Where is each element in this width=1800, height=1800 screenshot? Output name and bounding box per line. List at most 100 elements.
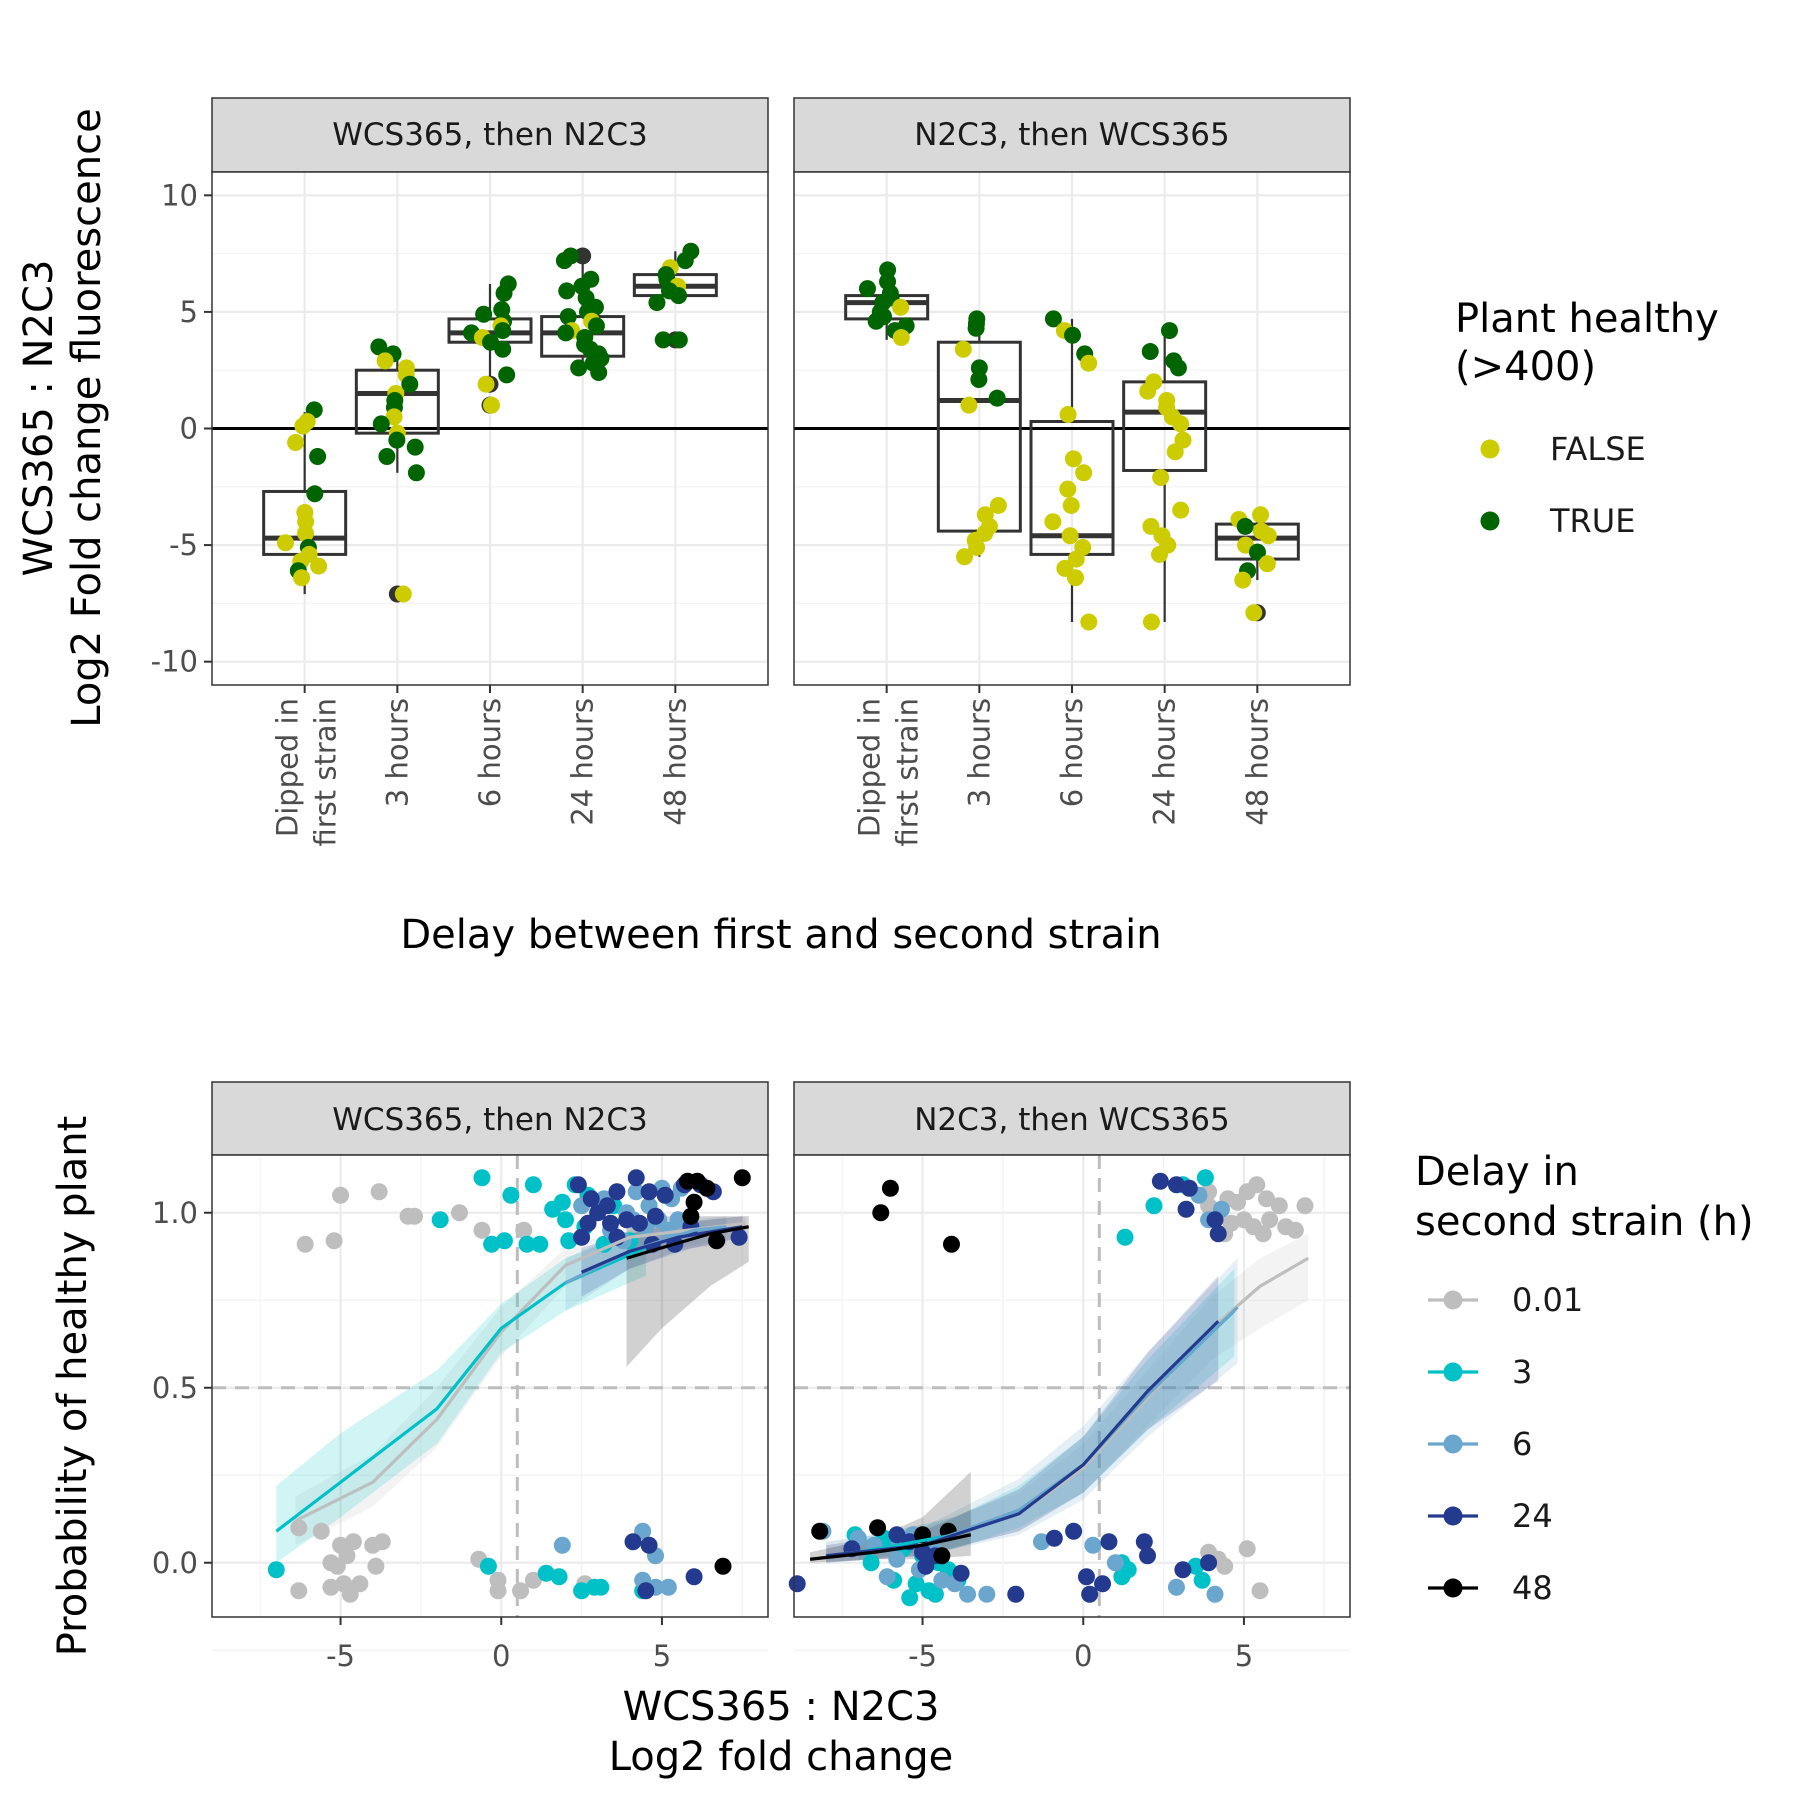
data-point-delay-6: [1167, 1578, 1185, 1596]
x-tick-label-line: 24 hours: [1148, 698, 1182, 826]
data-point: [388, 431, 406, 449]
data-point: [1059, 480, 1077, 498]
data-point-delay-24: [730, 1228, 748, 1246]
data-point-delay-0-01: [322, 1578, 340, 1596]
confidence-band-3: [276, 1223, 646, 1563]
y-axis-title-line: Probability of healthy plant: [50, 1116, 96, 1657]
data-point-delay-0-01: [290, 1519, 308, 1537]
data-point: [1064, 450, 1082, 468]
legend-label: 0.01: [1512, 1281, 1583, 1319]
data-point-delay-0-01: [473, 1221, 491, 1239]
facet-strip-label: WCS365, then N2C3: [332, 117, 648, 153]
data-point-delay-0-01: [512, 1582, 530, 1600]
facet-strip: [211, 1081, 769, 1156]
data-point-delay-0-01: [312, 1522, 330, 1540]
y-tick-label: 0.5: [152, 1371, 198, 1405]
data-point-delay-0-01: [344, 1533, 362, 1551]
x-tick-label: 5: [1235, 1639, 1253, 1673]
facet-strip-label: N2C3, then WCS365: [914, 117, 1230, 153]
data-point-delay-48: [714, 1557, 732, 1575]
data-point-delay-6: [1084, 1536, 1102, 1554]
data-point-delay-24: [1100, 1533, 1118, 1551]
data-point: [1152, 468, 1170, 486]
data-point: [955, 548, 973, 566]
data-point: [297, 524, 315, 542]
data-point-delay-3: [1187, 1557, 1205, 1575]
x-tick-label: 24 hours: [566, 698, 600, 826]
data-point: [1080, 613, 1098, 631]
data-point: [1160, 322, 1178, 340]
data-point-delay-0-01: [1286, 1221, 1304, 1239]
data-point-delay-48: [685, 1193, 703, 1211]
data-point: [1245, 604, 1263, 622]
data-point-delay-6: [553, 1536, 571, 1554]
data-point-delay-24: [640, 1536, 658, 1554]
data-point-delay-6: [1206, 1585, 1224, 1603]
y-axis-title-line: Log2 Fold change fluorescence: [64, 108, 110, 727]
data-point-delay-24: [624, 1533, 642, 1551]
data-point-delay-3: [1113, 1568, 1131, 1586]
data-point: [1080, 354, 1098, 372]
data-point-delay-24: [952, 1564, 970, 1582]
y-tick-label: 1.0: [152, 1196, 198, 1230]
data-point: [482, 396, 500, 414]
data-point-delay-3: [557, 1211, 575, 1229]
data-point: [297, 513, 315, 531]
facet-strip: [793, 97, 1351, 173]
data-point-delay-48: [942, 1235, 960, 1253]
data-point: [555, 252, 573, 270]
data-point: [1166, 443, 1184, 461]
y-tick-label: -10: [151, 645, 198, 679]
data-point: [1044, 513, 1062, 531]
legend-key: [1480, 439, 1500, 459]
legend-label: TRUE: [1549, 502, 1635, 540]
x-tick-label-line: 48 hours: [1240, 698, 1274, 826]
y-axis-title-line: WCS365 : N2C3: [16, 260, 62, 577]
x-axis-title: Delay between first and second strain: [400, 912, 1161, 958]
data-point-delay-24: [656, 1186, 674, 1204]
facet-strip-label: WCS365, then N2C3: [332, 1102, 648, 1138]
data-point: [370, 338, 388, 356]
data-point: [558, 282, 576, 300]
data-point-delay-24: [602, 1214, 620, 1232]
data-point-delay-0-01: [370, 1183, 388, 1201]
x-tick-label-line: first strain: [309, 698, 343, 847]
data-point: [960, 396, 978, 414]
data-point-delay-3: [573, 1582, 591, 1600]
data-point-delay-3: [862, 1554, 880, 1572]
data-point-delay-3: [524, 1176, 542, 1194]
data-point-delay-24: [1045, 1529, 1063, 1547]
data-point-delay-24: [630, 1214, 648, 1232]
data-point-delay-3: [473, 1169, 491, 1187]
legend-key-point: [1443, 1290, 1463, 1310]
data-point-delay-3: [531, 1235, 549, 1253]
data-point-delay-48: [933, 1547, 951, 1565]
data-point: [372, 415, 390, 433]
data-point: [498, 366, 516, 384]
bottom-panel-1: WCS365, then N2C3 -5 0 5 0.0 0.5 1.0: [152, 1081, 769, 1673]
data-point-delay-24: [914, 1543, 932, 1561]
data-point-delay-24: [888, 1526, 906, 1544]
data-point-delay-6: [1032, 1533, 1050, 1551]
data-point: [475, 305, 493, 323]
data-point-delay-0-01: [341, 1585, 359, 1603]
y-tick-label: 10: [161, 178, 198, 212]
data-point: [557, 324, 575, 342]
data-point-delay-24: [1135, 1533, 1153, 1551]
data-point-delay-0-01: [1251, 1582, 1269, 1600]
data-point: [407, 464, 425, 482]
x-tick-label-line: 3 hours: [962, 698, 996, 807]
data-point-delay-0-01: [1257, 1190, 1275, 1208]
y-tick-label: 0.0: [152, 1546, 198, 1580]
data-point: [287, 433, 305, 451]
data-point-delay-0-01: [332, 1186, 350, 1204]
x-axis-title-line: WCS365 : N2C3: [623, 1684, 940, 1730]
data-point: [590, 364, 608, 382]
data-point-delay-3: [550, 1568, 568, 1586]
data-point-delay-24: [589, 1204, 607, 1222]
data-point: [306, 485, 324, 503]
x-tick-label: 48 hours: [1240, 698, 1274, 826]
data-point-delay-48: [708, 1232, 726, 1250]
data-point-delay-6: [669, 1211, 687, 1229]
legend-title-line: Delay in: [1415, 1149, 1579, 1195]
